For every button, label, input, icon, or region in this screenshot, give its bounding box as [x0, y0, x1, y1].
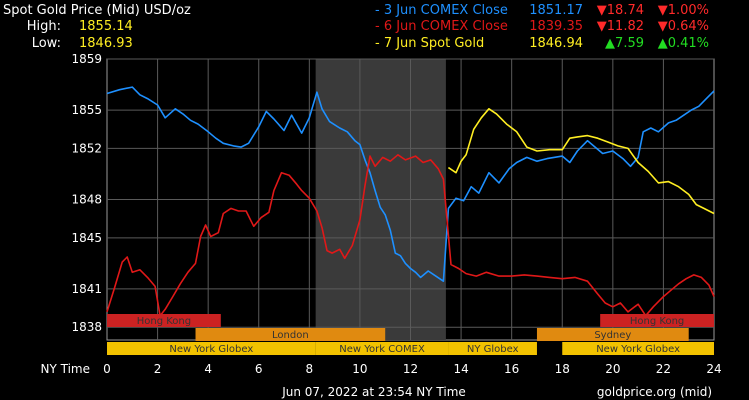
x-axis-label: NY Time — [41, 362, 91, 376]
x-axis: 0 2 4 6 8 10 12 14 16 18 20 22 24 — [103, 362, 721, 376]
legend-label: - 7 Jun Spot Gold — [375, 36, 484, 51]
x-tick-label: 6 — [255, 362, 263, 376]
legend-change: ▼18.74 — [597, 3, 644, 18]
session-label: Sydney — [594, 330, 631, 341]
high-value: 1855.14 — [79, 19, 133, 34]
legend-percent: ▲0.41% — [658, 36, 709, 51]
session-label: New York Globex — [169, 344, 253, 355]
x-tick-label: 12 — [403, 362, 418, 376]
y-tick-label: 1848 — [71, 193, 102, 207]
y-tick-label: 1845 — [71, 231, 102, 245]
series-lines — [106, 86, 715, 317]
low-value: 1846.93 — [79, 36, 133, 51]
session-bar — [107, 342, 316, 355]
y-axis: 1838 1841 1845 1848 1852 1855 1859 — [71, 52, 102, 334]
x-tick-label: 20 — [605, 362, 620, 376]
market-sessions: Hong Kong Hong Kong London Sydney New York G… — [107, 314, 714, 355]
session-bar — [600, 314, 714, 327]
session-bar — [562, 342, 714, 355]
y-tick-label: 1859 — [71, 52, 102, 66]
y-tick-label: 1838 — [71, 320, 102, 334]
y-tick-label: 1855 — [71, 103, 102, 117]
legend-change: ▲7.59 — [605, 36, 644, 51]
x-tick-label: 18 — [555, 362, 570, 376]
x-tick-label: 22 — [656, 362, 671, 376]
x-tick-label: 10 — [352, 362, 367, 376]
legend: - 3 Jun COMEX Close 1851.17 ▼18.74 ▼1.00… — [375, 3, 709, 51]
session-bar — [195, 328, 386, 341]
y-tick-label: 1841 — [71, 282, 102, 296]
high-label: High: — [27, 19, 61, 34]
source-credit: goldprice.org (mid) — [597, 385, 712, 399]
x-tick-label: 4 — [204, 362, 212, 376]
legend-price: 1839.35 — [529, 19, 583, 34]
session-label: London — [272, 330, 309, 341]
session-bar — [536, 328, 689, 341]
x-tick-label: 16 — [504, 362, 519, 376]
session-label: New York Globex — [596, 344, 680, 355]
session-label: NY Globex — [467, 344, 519, 355]
series-line-7-jun-spot-gold — [447, 108, 715, 215]
session-bar — [107, 314, 221, 327]
legend-price: 1851.17 — [529, 3, 583, 18]
session-bar — [315, 342, 449, 355]
legend-percent: ▼0.64% — [658, 19, 709, 34]
session-label: New York COMEX — [339, 344, 425, 355]
x-tick-label: 0 — [103, 362, 111, 376]
series-line-3-jun-comex-close — [106, 86, 715, 282]
x-tick-label: 14 — [453, 362, 468, 376]
series-line-6-jun-comex-close — [106, 154, 715, 317]
session-label: Hong Kong — [137, 316, 191, 327]
x-tick-label: 24 — [706, 362, 721, 376]
timestamp: Jun 07, 2022 at 23:54 NY Time — [281, 385, 466, 399]
x-tick-label: 2 — [154, 362, 162, 376]
legend-price: 1846.94 — [529, 36, 583, 51]
legend-percent: ▼1.00% — [658, 3, 709, 18]
chart-title: Spot Gold Price (Mid) USD/oz — [3, 3, 191, 18]
y-tick-label: 1852 — [71, 141, 102, 155]
x-tick-label: 8 — [306, 362, 314, 376]
legend-change: ▼11.82 — [597, 19, 644, 34]
session-bar — [448, 342, 537, 355]
low-label: Low: — [32, 36, 61, 51]
session-label: Hong Kong — [630, 316, 684, 327]
legend-label: - 3 Jun COMEX Close — [375, 3, 508, 18]
legend-label: - 6 Jun COMEX Close — [375, 19, 508, 34]
